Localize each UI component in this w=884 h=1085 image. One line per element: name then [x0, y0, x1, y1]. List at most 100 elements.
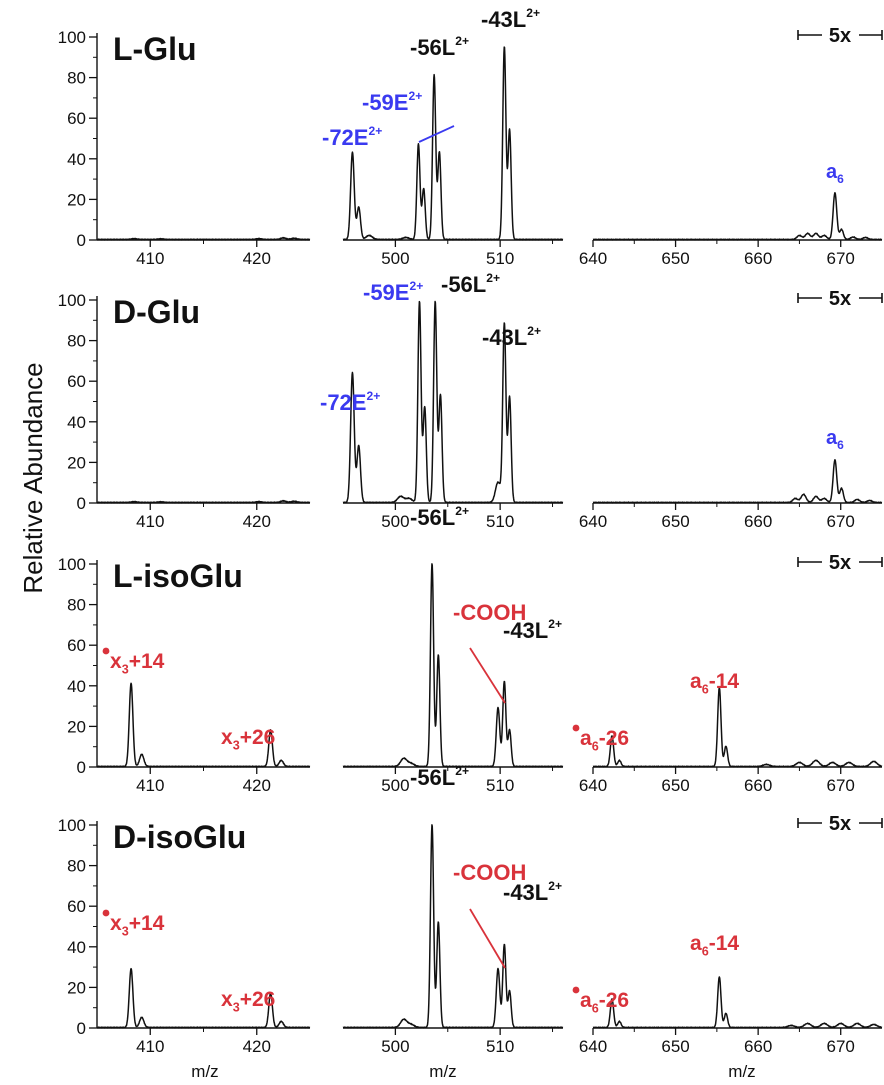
peak-annotation: -59E2+	[362, 89, 422, 115]
peak-annotation: x3+14	[110, 650, 165, 676]
y-tick-label: 100	[58, 555, 86, 574]
x-tick-label: 500	[381, 249, 409, 268]
y-axis: 0 20 40 60 80 100	[58, 291, 97, 513]
y-axis-title: Relative Abundance	[18, 362, 48, 593]
peak-annotation: x3+26	[221, 988, 275, 1014]
x-tick-label: 650	[661, 776, 689, 795]
radical-dot	[103, 910, 110, 917]
peak-annotation: a6-14	[690, 932, 739, 958]
peak-annotation: x3+26	[221, 726, 275, 752]
y-tick-label: 20	[67, 190, 86, 209]
panel-label: L-isoGlu	[113, 558, 243, 594]
x-tick-label: 510	[486, 776, 514, 795]
peak-annotation: a6	[826, 427, 844, 452]
y-tick-label: 40	[67, 150, 86, 169]
spectrum-trace	[343, 825, 563, 1028]
y-tick-label: 40	[67, 413, 86, 432]
spectrum-trace	[593, 193, 882, 240]
peak-annotation: -56L2+	[410, 34, 469, 60]
x-tick-label: 510	[486, 1037, 514, 1056]
x-axis-title: m/z	[728, 1062, 755, 1080]
x-tick-label: 410	[136, 1037, 164, 1056]
scale-marker: 5x	[798, 552, 882, 574]
radical-dot	[573, 987, 580, 994]
peak-annotation: a6-26	[580, 989, 629, 1015]
spectrum-window-1: 410 420	[97, 683, 310, 795]
peak-annotation: -56L2+	[410, 764, 469, 790]
scale-marker-label: 5x	[829, 25, 851, 47]
y-tick-label: 80	[67, 332, 86, 351]
x-tick-label: 420	[243, 776, 271, 795]
y-tick-label: 0	[77, 231, 86, 250]
x-tick-label: 650	[661, 512, 689, 531]
scale-marker: 5x	[798, 288, 882, 310]
peak-annotation: -72E2+	[322, 124, 382, 150]
y-tick-label: 60	[67, 897, 86, 916]
x-tick-label: 500	[381, 776, 409, 795]
spectrum-window-2: 500 510	[343, 47, 563, 268]
x-tick-label: 660	[744, 249, 772, 268]
x-tick-label: 500	[381, 512, 409, 531]
x-tick-label: 510	[486, 249, 514, 268]
scale-marker: 5x	[798, 25, 882, 47]
x-tick-label: 650	[661, 1037, 689, 1056]
y-tick-label: 60	[67, 636, 86, 655]
spectrum-trace	[97, 683, 310, 767]
y-tick-label: 20	[67, 978, 86, 997]
x-tick-label: 650	[661, 249, 689, 268]
spectrum-trace	[343, 564, 563, 767]
y-tick-label: 80	[67, 69, 86, 88]
spectrum-trace	[343, 47, 563, 240]
scale-marker: 5x	[798, 813, 882, 835]
x-tick-label: 670	[827, 776, 855, 795]
x-tick-label: 640	[579, 776, 607, 795]
spectrum-window-1: 410 420	[97, 238, 310, 268]
spectrum-trace	[593, 688, 882, 767]
panel-label: D-isoGlu	[113, 819, 246, 855]
peak-annotation: -43L2+	[503, 879, 562, 905]
peak-annotation: -43L2+	[482, 324, 541, 350]
x-tick-label: 670	[827, 249, 855, 268]
y-tick-label: 0	[77, 494, 86, 513]
y-tick-label: 40	[67, 677, 86, 696]
x-tick-label: 410	[136, 512, 164, 531]
x-axis-title: m/z	[191, 1062, 218, 1080]
y-tick-label: 100	[58, 816, 86, 835]
scale-marker-label: 5x	[829, 288, 851, 310]
y-tick-label: 100	[58, 291, 86, 310]
spectrum-trace	[97, 501, 310, 503]
annotation-leader	[470, 909, 505, 968]
peak-annotation: a6-14	[690, 670, 739, 696]
peak-annotation: -43L2+	[503, 617, 562, 643]
x-tick-label: 500	[381, 1037, 409, 1056]
panel-label: L-Glu	[113, 31, 197, 67]
peak-annotation: -56L2+	[441, 271, 500, 297]
x-tick-label: 640	[579, 512, 607, 531]
y-tick-label: 60	[67, 372, 86, 391]
scale-marker-label: 5x	[829, 813, 851, 835]
x-tick-label: 660	[744, 512, 772, 531]
y-tick-label: 20	[67, 717, 86, 736]
peak-annotation: -59E2+	[363, 279, 423, 305]
x-tick-label: 660	[744, 776, 772, 795]
y-tick-label: 0	[77, 1019, 86, 1038]
x-tick-label: 410	[136, 776, 164, 795]
x-tick-label: 420	[243, 249, 271, 268]
spectrum-trace	[593, 977, 882, 1028]
spectrum-window-2: 500 510	[343, 564, 563, 795]
radical-dot	[103, 648, 110, 655]
scale-marker-label: 5x	[829, 552, 851, 574]
x-tick-label: 410	[136, 249, 164, 268]
y-tick-label: 20	[67, 453, 86, 472]
y-tick-label: 80	[67, 596, 86, 615]
